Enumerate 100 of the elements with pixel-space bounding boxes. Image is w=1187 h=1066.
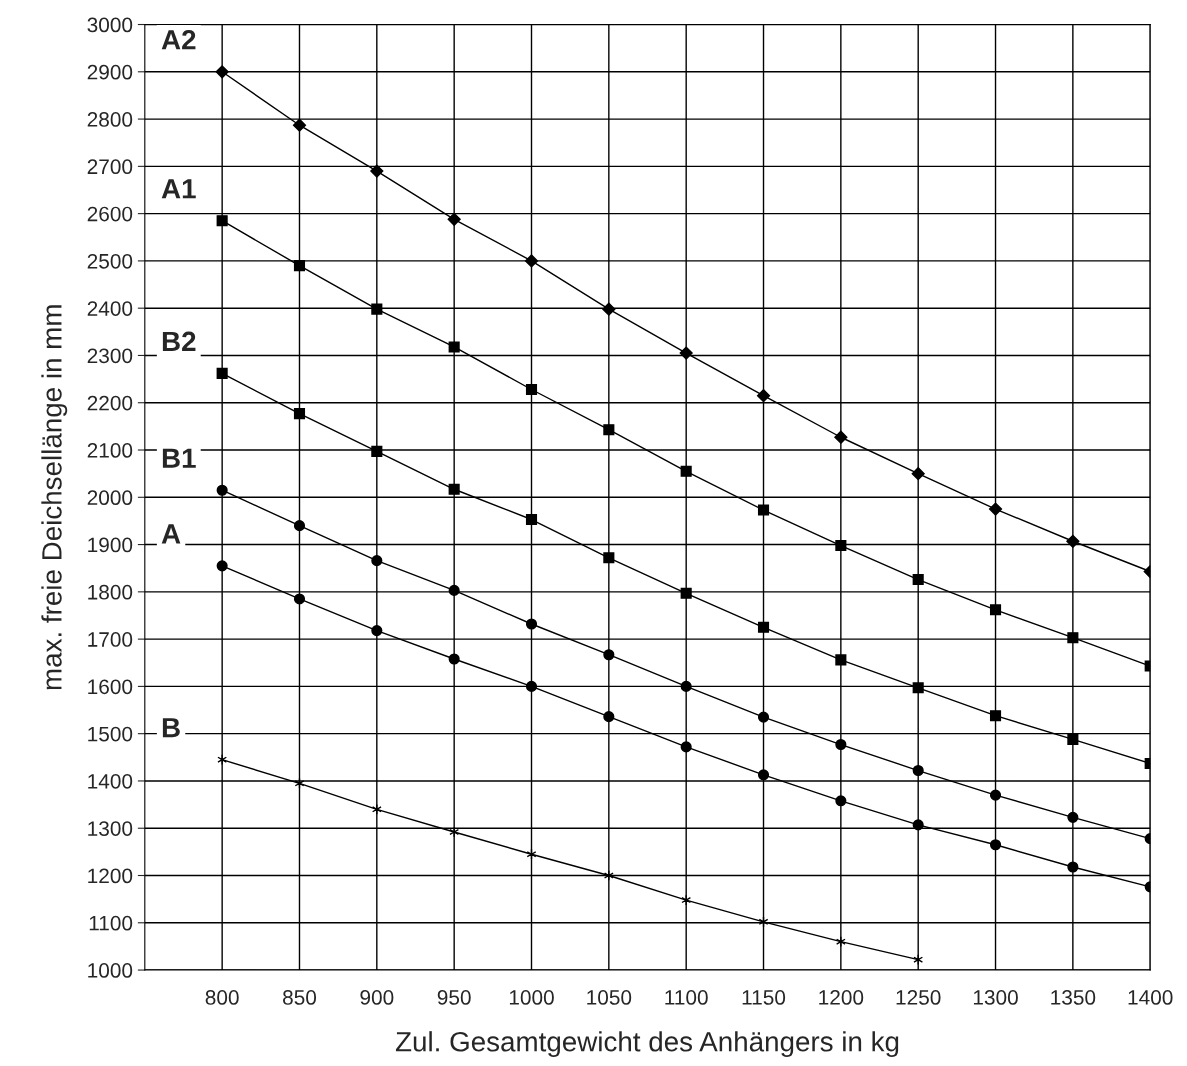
point	[911, 467, 925, 481]
point	[293, 408, 306, 420]
y-tick-label: 2500	[87, 253, 133, 269]
point	[989, 839, 1002, 851]
series-label: A	[161, 524, 181, 544]
point	[525, 383, 538, 396]
x-tick-label: 1100	[665, 990, 708, 1005]
point	[681, 894, 692, 906]
y-tick-label: 1900	[88, 537, 133, 553]
y-tick-label: 1600	[88, 679, 133, 695]
y-tick-label: 3000	[87, 17, 133, 33]
y-tick-label: 1400	[88, 773, 133, 789]
point	[680, 465, 692, 477]
point	[292, 118, 307, 132]
point	[371, 445, 383, 457]
y-tick-label: 1100	[89, 915, 133, 931]
x-tick-label: 900	[360, 990, 394, 1005]
point	[603, 649, 615, 661]
point	[757, 769, 770, 781]
point	[216, 215, 228, 227]
point	[602, 302, 616, 316]
y-tick-label: 1500	[88, 726, 133, 742]
point	[293, 260, 306, 272]
point	[757, 504, 770, 516]
y-tick-label: 2100	[87, 443, 133, 458]
x-tick-label: 1150	[742, 990, 786, 1005]
point	[215, 65, 229, 79]
point	[293, 520, 306, 532]
x-tick-label: 1300	[973, 990, 1018, 1005]
point	[835, 654, 847, 666]
x-tick-label: 1050	[587, 990, 632, 1005]
point	[912, 573, 924, 586]
series-label: B1	[162, 448, 196, 468]
x-tick-label: 1350	[1051, 990, 1096, 1005]
point	[525, 618, 538, 630]
point	[680, 587, 692, 599]
point	[1067, 733, 1079, 745]
point	[679, 346, 693, 360]
point	[757, 711, 770, 723]
series-label: A2	[161, 29, 196, 50]
x-tick-label: 1250	[896, 990, 941, 1005]
series-label: B	[162, 718, 180, 738]
point	[1066, 534, 1080, 548]
point	[217, 754, 228, 766]
point	[680, 680, 692, 692]
point	[447, 212, 461, 226]
point	[912, 682, 924, 694]
y-tick-label: 2800	[87, 112, 133, 127]
y-tick-label: 2300	[87, 348, 133, 364]
point	[603, 869, 614, 882]
point	[988, 502, 1003, 516]
x-tick-label: 950	[437, 990, 471, 1005]
y-tick-label: 1300	[88, 821, 133, 836]
point	[216, 484, 228, 496]
point	[525, 513, 538, 526]
y-tick-label: 2000	[87, 490, 133, 506]
point	[835, 795, 847, 807]
point	[835, 539, 847, 552]
point	[448, 653, 460, 665]
point	[371, 625, 383, 637]
point	[216, 367, 228, 379]
x-tick-label: 800	[205, 990, 239, 1005]
point	[989, 710, 1002, 722]
point	[216, 560, 228, 572]
point	[912, 764, 924, 777]
point	[913, 954, 924, 966]
y-tick-label: 2700	[87, 159, 133, 175]
point	[603, 552, 615, 564]
x-tick-label: 1000	[509, 990, 554, 1005]
y-tick-label: 2600	[87, 206, 133, 222]
series-label: B2	[162, 331, 196, 351]
point	[680, 741, 692, 753]
y-tick-label: 1000	[88, 963, 133, 978]
y-tick-label: 1700	[88, 632, 133, 647]
point	[1067, 632, 1079, 644]
x-tick-label: 850	[283, 990, 317, 1005]
point	[835, 738, 847, 751]
point	[989, 789, 1002, 801]
point	[756, 389, 771, 403]
point	[912, 819, 924, 831]
point	[1067, 811, 1079, 823]
point	[834, 430, 848, 444]
point	[370, 164, 384, 178]
point	[603, 424, 615, 436]
point	[371, 803, 382, 815]
point	[525, 680, 538, 692]
y-axis-title: max. freie Deichsellänge in mm	[41, 305, 68, 690]
point	[293, 593, 306, 605]
point	[603, 711, 615, 723]
point	[524, 254, 539, 268]
point	[448, 483, 460, 495]
x-tick-label: 1400	[1128, 990, 1173, 1005]
point	[835, 936, 846, 948]
point	[371, 303, 383, 315]
point	[448, 341, 460, 353]
point	[989, 604, 1002, 616]
y-tick-label: 2900	[87, 64, 133, 80]
x-axis-title: Zul. Gesamtgewicht des Anhängers in kg	[395, 1031, 899, 1058]
point	[371, 555, 383, 567]
y-tick-label: 1200	[88, 868, 133, 884]
